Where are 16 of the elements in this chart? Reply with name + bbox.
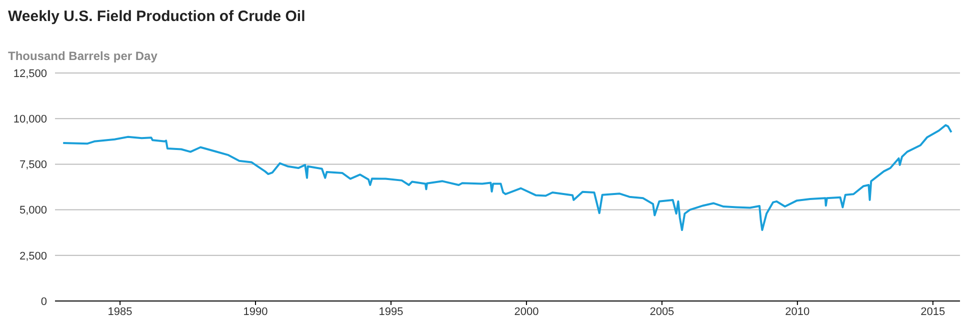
y-tick-label: 0 (40, 296, 47, 308)
x-tick-label: 1995 (378, 306, 404, 318)
line-series (62, 124, 952, 232)
x-tick-label: 2000 (514, 306, 539, 318)
x-tick-label: 1990 (243, 306, 268, 318)
x-tick-label: 1985 (108, 306, 132, 318)
y-axis-title: Thousand Barrels per Day (8, 49, 158, 63)
chart-title: Weekly U.S. Field Production of Crude Oil (8, 8, 306, 25)
x-tick-label: 2005 (650, 306, 674, 318)
y-tick-label: 2,500 (19, 250, 47, 262)
y-tick-label: 7,500 (19, 159, 47, 172)
y-tick-label: 10,000 (13, 114, 47, 126)
x-tick-label: 2010 (785, 306, 810, 318)
y-tick-label: 12,500 (13, 68, 47, 80)
y-tick-label: 5,000 (19, 204, 47, 217)
x-tick-label: 2015 (920, 306, 946, 318)
